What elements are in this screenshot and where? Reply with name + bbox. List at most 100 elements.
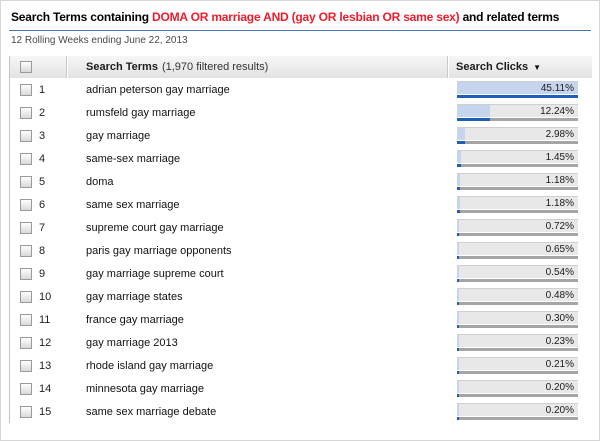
bar-fill — [457, 335, 459, 347]
row-term-cell: same sex marriage debate — [67, 400, 447, 423]
row-rank: 4 — [39, 152, 46, 165]
row-checkbox-cell: 7 — [10, 216, 67, 239]
row-term[interactable]: gay marriage 2013 — [86, 336, 178, 349]
row-checkbox[interactable] — [20, 198, 32, 211]
row-checkbox-cell: 10 — [10, 285, 67, 308]
bar-underline-fill — [457, 118, 490, 121]
clicks-bar: 0.48% — [457, 288, 578, 305]
row-checkbox[interactable] — [20, 152, 32, 165]
row-term-cell: paris gay marriage opponents — [67, 239, 447, 262]
row-clicks-cell: 1.18% — [447, 170, 592, 193]
bar-value-label: 0.54% — [545, 267, 574, 278]
bar-underline-track — [457, 256, 578, 259]
bar-underline-track — [457, 279, 578, 282]
table-row: 12 gay marriage 2013 0.23% — [10, 331, 592, 354]
row-term[interactable]: same sex marriage — [86, 198, 180, 211]
row-checkbox-cell: 4 — [10, 147, 67, 170]
bar-value-label: 2.98% — [545, 129, 574, 140]
bar-fill — [457, 220, 459, 232]
row-checkbox-cell: 11 — [10, 308, 67, 331]
row-term[interactable]: gay marriage — [86, 129, 151, 142]
row-term[interactable]: doma — [86, 175, 114, 188]
row-term[interactable]: france gay marriage — [86, 313, 184, 326]
row-checkbox[interactable] — [20, 382, 32, 395]
row-checkbox-cell: 2 — [10, 101, 67, 124]
bar-value-label: 45.11% — [540, 83, 574, 94]
row-checkbox-cell: 13 — [10, 354, 67, 377]
row-checkbox[interactable] — [20, 336, 32, 349]
bar-value-label: 1.18% — [545, 198, 574, 209]
row-checkbox-cell: 12 — [10, 331, 67, 354]
row-rank: 13 — [39, 359, 52, 372]
row-checkbox[interactable] — [20, 106, 32, 119]
row-term[interactable]: gay marriage supreme court — [86, 267, 224, 280]
row-rank: 14 — [39, 382, 52, 395]
row-checkbox[interactable] — [20, 83, 32, 96]
header-search-clicks-cell[interactable]: Search Clicks ▼ — [447, 56, 592, 78]
clicks-bar: 0.65% — [457, 242, 578, 259]
row-checkbox[interactable] — [20, 221, 32, 234]
title-prefix: Search Terms containing — [11, 10, 153, 24]
row-clicks-cell: 0.20% — [447, 400, 592, 423]
table-row: 8 paris gay marriage opponents 0.65% — [10, 239, 592, 262]
header-search-terms-cell[interactable]: Search Terms (1,970 filtered results) — [67, 56, 447, 78]
table-row: 13 rhode island gay marriage 0.21% — [10, 354, 592, 377]
bar-value-label: 0.20% — [545, 382, 574, 393]
row-checkbox[interactable] — [20, 244, 32, 257]
row-checkbox[interactable] — [20, 313, 32, 326]
row-clicks-cell: 1.45% — [447, 147, 592, 170]
row-checkbox[interactable] — [20, 405, 32, 418]
bar-value-label: 0.30% — [545, 313, 574, 324]
bar-track: 0.30% — [457, 311, 578, 324]
bar-track: 0.20% — [457, 380, 578, 393]
bar-underline-fill — [457, 325, 459, 328]
row-checkbox[interactable] — [20, 290, 32, 303]
table-row: 11 france gay marriage 0.30% — [10, 308, 592, 331]
row-term[interactable]: adrian peterson gay marriage — [86, 83, 230, 96]
row-term[interactable]: supreme court gay marriage — [86, 221, 224, 234]
bar-fill — [457, 358, 459, 370]
row-rank: 10 — [39, 290, 52, 303]
row-term[interactable]: minnesota gay marriage — [86, 382, 205, 395]
bar-underline-fill — [457, 394, 459, 397]
row-checkbox[interactable] — [20, 267, 32, 280]
bar-track: 0.54% — [457, 265, 578, 278]
row-rank: 3 — [39, 129, 46, 142]
row-term-cell: france gay marriage — [67, 308, 447, 331]
bar-track: 2.98% — [457, 127, 578, 140]
clicks-bar: 0.20% — [457, 380, 578, 397]
row-checkbox[interactable] — [20, 129, 32, 142]
row-checkbox[interactable] — [20, 175, 32, 188]
row-term[interactable]: same-sex marriage — [86, 152, 181, 165]
clicks-bar: 12.24% — [457, 104, 578, 121]
bar-value-label: 0.21% — [545, 359, 574, 370]
select-all-checkbox[interactable] — [20, 61, 32, 73]
bar-fill — [457, 404, 459, 416]
bar-fill — [457, 82, 578, 94]
row-clicks-cell: 0.54% — [447, 262, 592, 285]
bar-track: 0.72% — [457, 219, 578, 232]
table-row: 3 gay marriage 2.98% — [10, 124, 592, 147]
row-term-cell: gay marriage states — [67, 285, 447, 308]
row-term[interactable]: rumsfeld gay marriage — [86, 106, 196, 119]
row-clicks-cell: 0.20% — [447, 377, 592, 400]
row-checkbox[interactable] — [20, 359, 32, 372]
row-term-cell: supreme court gay marriage — [67, 216, 447, 239]
table-row: 4 same-sex marriage 1.45% — [10, 147, 592, 170]
sort-descending-icon[interactable]: ▼ — [533, 62, 542, 72]
bar-value-label: 12.24% — [540, 106, 574, 117]
row-rank: 5 — [39, 175, 46, 188]
row-term[interactable]: paris gay marriage opponents — [86, 244, 232, 257]
page-title: Search Terms containing DOMA OR marriage… — [1, 1, 599, 24]
row-term[interactable]: same sex marriage debate — [86, 405, 217, 418]
bar-underline-track — [457, 210, 578, 213]
row-term-cell: same sex marriage — [67, 193, 447, 216]
row-term[interactable]: rhode island gay marriage — [86, 359, 214, 372]
bar-underline-track — [457, 95, 578, 98]
row-term[interactable]: gay marriage states — [86, 290, 183, 303]
bar-underline-fill — [457, 371, 459, 374]
bar-track: 0.21% — [457, 357, 578, 370]
table-row: 15 same sex marriage debate 0.20% — [10, 400, 592, 423]
table-header-row: Search Terms (1,970 filtered results) Se… — [10, 56, 592, 78]
